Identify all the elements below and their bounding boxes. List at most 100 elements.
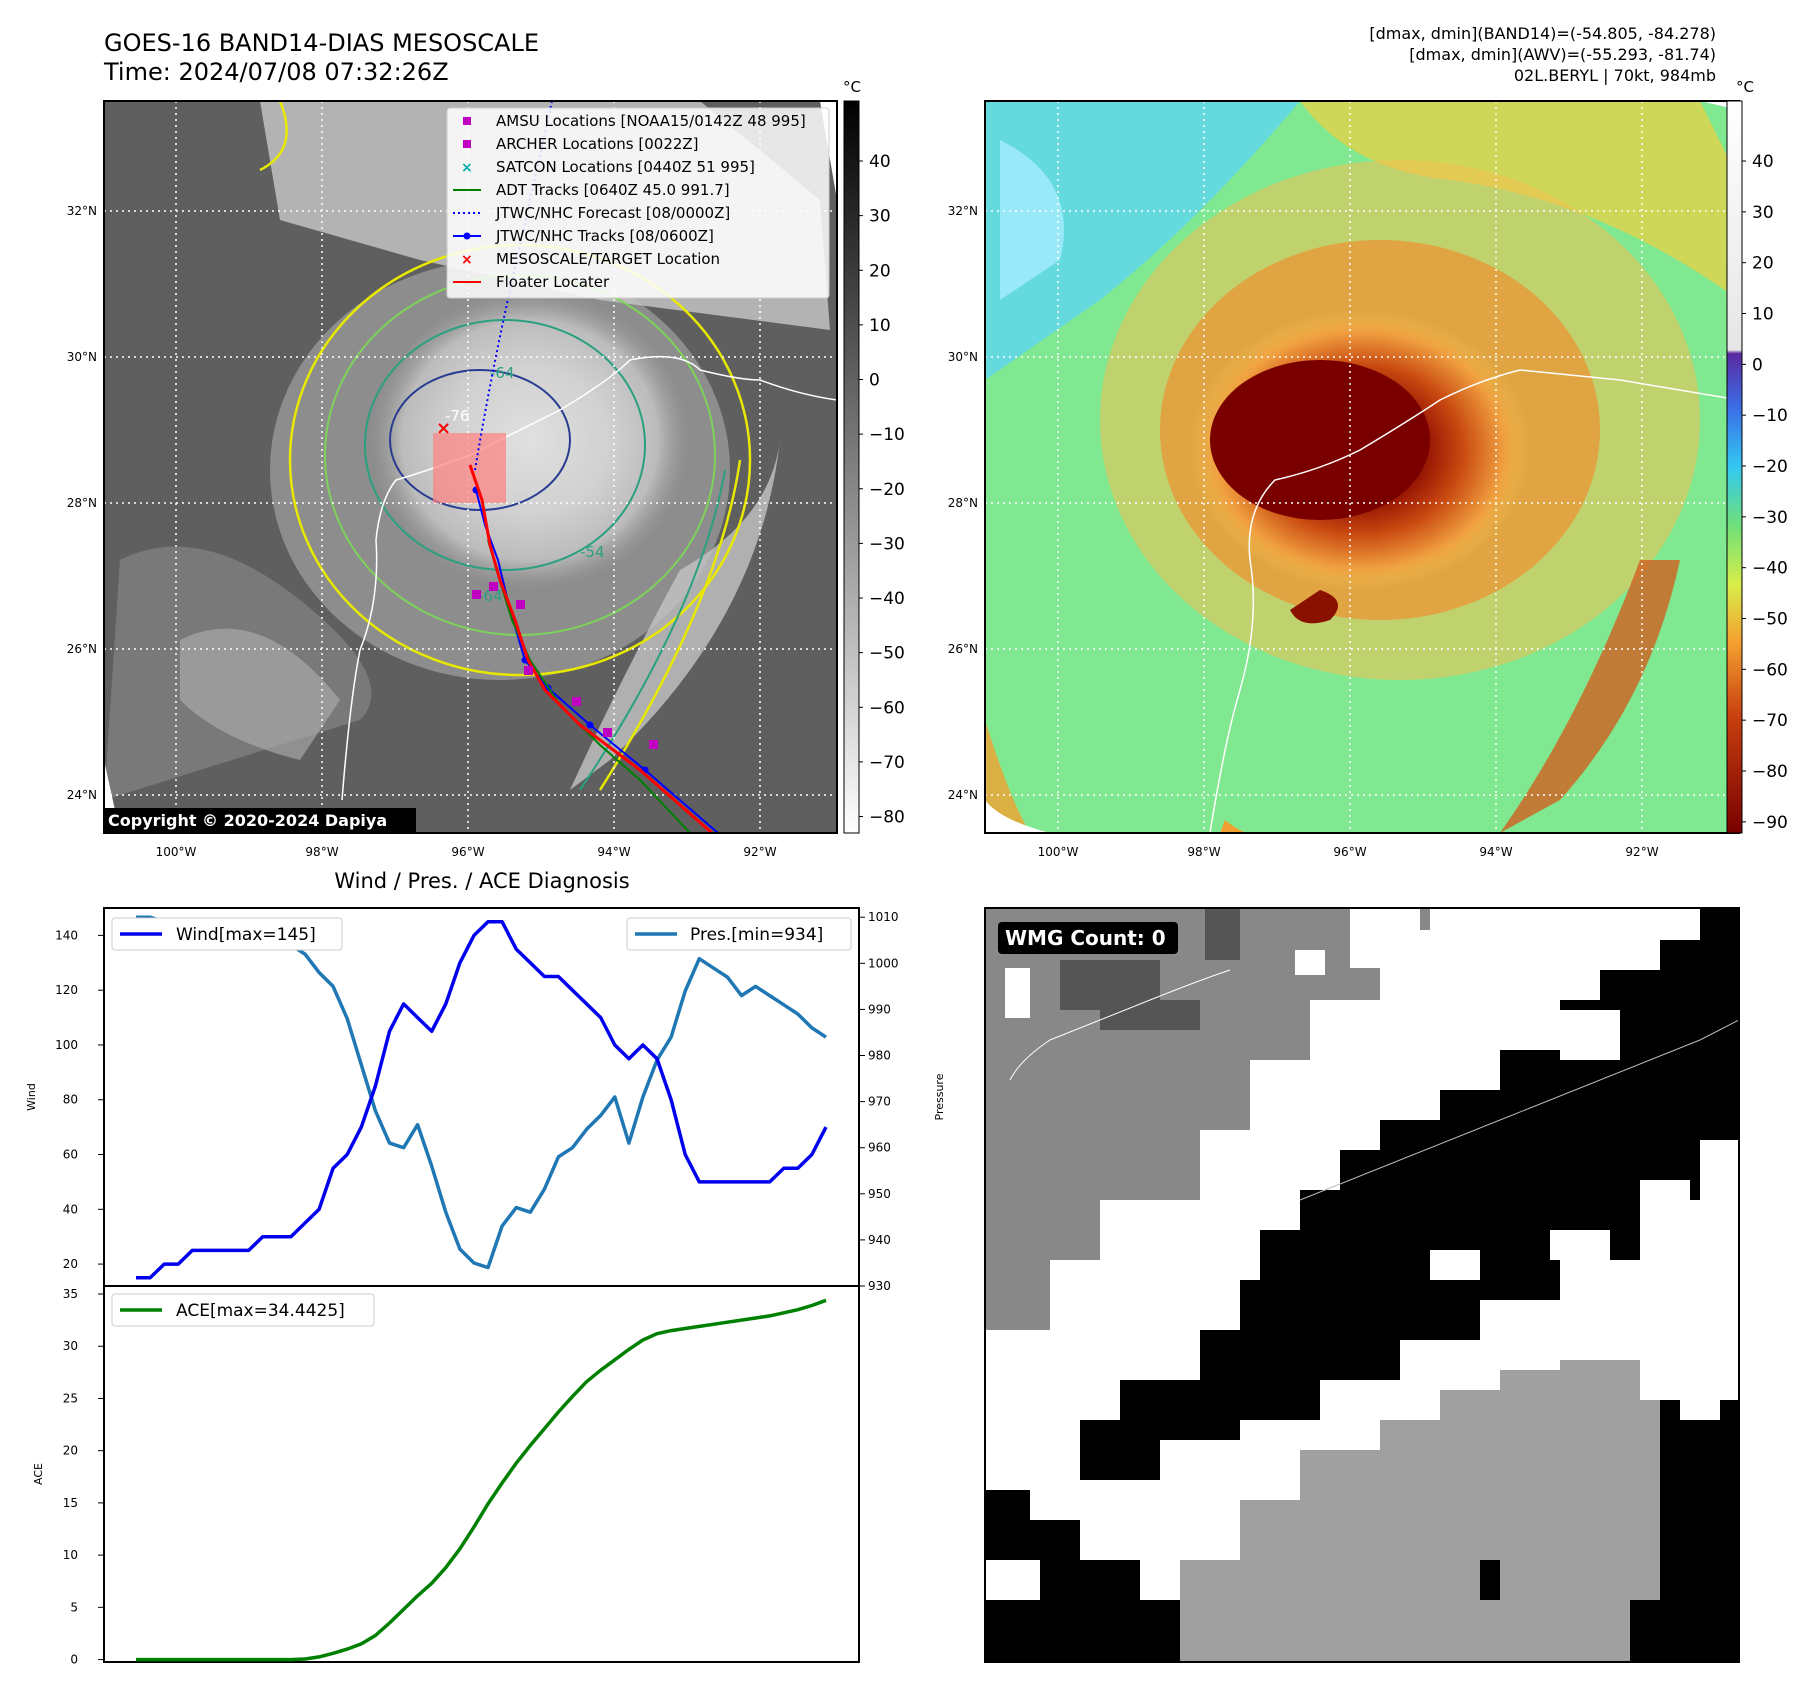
wind-legend: Wind[max=145] [111,917,343,951]
lon-tick: 96°W [451,845,484,859]
colorbar-tick: −70 [869,753,905,773]
colorbar-tick: −80 [869,808,905,828]
awv-colorbar [1726,100,1743,834]
pressure-tick: 1000 [868,956,899,970]
pressure-tick: 990 [868,1002,891,1016]
svg-text:×: × [436,418,451,439]
copyright: Copyright © 2020-2024 Dapiya [108,811,387,830]
pressure-axis-label: Pressure [933,1073,946,1120]
colorbar-tick: −60 [1752,660,1788,680]
ace-tick: 0 [70,1653,78,1667]
ace-tick: 15 [63,1496,78,1510]
band14-colorbar-unit: °C [843,78,861,96]
lon-tick: 100°W [1038,845,1079,859]
map-legend: AMSU Locations [NOAA15/0142Z 48 995] ARC… [446,107,830,299]
pressure-tick: 940 [868,1233,891,1247]
contour-label: -54 [580,543,605,561]
ace-tick: 30 [63,1339,78,1353]
wind-tick: 40 [63,1202,78,1216]
pressure-legend: Pres.[min=934] [626,917,852,951]
colorbar-tick: 40 [1752,152,1774,172]
wmg-count-badge: WMG Count: 0 [1005,926,1166,950]
colorbar-tick: 30 [1752,203,1774,223]
wind-tick: 140 [55,928,78,942]
legend-tracks: JTWC/NHC Tracks [08/0600Z] [495,227,714,245]
ace-legend-label: ACE[max=34.4425] [176,1301,345,1321]
legend-adt: ADT Tracks [0640Z 45.0 991.7] [496,181,730,199]
lon-tick: 96°W [1333,845,1366,859]
colorbar-tick: 10 [1752,305,1774,325]
wind-series-line [136,919,828,1280]
ace-series-line [136,1298,827,1662]
wind-tick: 100 [55,1038,78,1052]
lat-tick: 28°N [948,496,978,510]
legend-forecast: JTWC/NHC Forecast [08/0000Z] [495,204,730,222]
lon-tick: 94°W [597,845,630,859]
lon-tick: 98°W [1187,845,1220,859]
colorbar-tick: −30 [869,534,905,554]
ace-tick: 25 [63,1391,78,1405]
figure-title: GOES-16 BAND14-DIAS MESOSCALE [104,29,539,57]
lat-tick: 28°N [67,496,97,510]
colorbar-tick: −40 [869,589,905,609]
svg-text:×: × [461,252,473,268]
wind-tick: 20 [63,1257,78,1271]
pressure-tick: 1010 [868,910,899,924]
colorbar-tick: −30 [1752,508,1788,528]
pressure-tick: 970 [868,1095,891,1109]
contour-label: -76 [445,407,470,425]
lat-tick: 26°N [948,642,978,656]
ace-legend: ACE[max=34.4425] [111,1293,375,1327]
ace-tick: 10 [63,1548,78,1562]
legend-amsu: AMSU Locations [NOAA15/0142Z 48 995] [496,112,806,130]
info-awv-range: [dmax, dmin](AWV)=(-55.293, -81.74) [1409,45,1716,64]
ace-tick: 35 [63,1287,78,1301]
lon-tick: 92°W [743,845,776,859]
lat-tick: 24°N [67,788,97,802]
ace-axis-label: ACE [32,1463,45,1485]
pressure-tick: 950 [868,1187,891,1201]
wind-tick: 80 [63,1093,78,1107]
colorbar-tick: −80 [1752,762,1788,782]
colorbar-tick: 30 [869,207,891,227]
colorbar-tick: 0 [869,371,880,391]
wind-tick: 60 [63,1148,78,1162]
colorbar-tick: 20 [869,261,891,281]
lat-tick: 32°N [67,204,97,218]
pressure-tick: 960 [868,1141,891,1155]
colorbar-tick: −50 [869,644,905,664]
lat-tick: 32°N [948,204,978,218]
band14-colorbar [843,100,860,834]
ace-tick: 20 [63,1444,78,1458]
contour-label: -64 [490,364,515,382]
lat-tick: 26°N [67,642,97,656]
colorbar-tick: −60 [869,698,905,718]
lon-tick: 94°W [1479,845,1512,859]
wind-axis-label: Wind [25,1083,38,1111]
colorbar-tick: −70 [1752,711,1788,731]
colorbar-tick: −20 [869,480,905,500]
awv-map [985,101,1739,833]
legend-target: MESOSCALE/TARGET Location [496,250,720,268]
wmg-map: WMG Count: 0 [985,908,1739,1662]
pressure-tick: 980 [868,1049,891,1063]
lat-tick: 30°N [67,350,97,364]
legend-floater: Floater Locater [496,273,610,291]
colorbar-tick: 20 [1752,254,1774,274]
colorbar-tick: 0 [1752,355,1763,375]
svg-text:×: × [461,160,473,176]
contour-label: -64 [478,587,503,605]
pressure-legend-label: Pres.[min=934] [690,925,823,945]
wind-legend-label: Wind[max=145] [176,925,316,945]
colorbar-tick: −10 [1752,406,1788,426]
colorbar-tick: −20 [1752,457,1788,477]
colorbar-tick: 10 [869,316,891,336]
ace-tick: 5 [70,1600,78,1614]
awv-colorbar-unit: °C [1736,78,1754,96]
wind-tick: 120 [55,983,78,997]
colorbar-tick: −10 [869,425,905,445]
legend-satcon: SATCON Locations [0440Z 51 995] [496,158,755,176]
lat-tick: 30°N [948,350,978,364]
lon-tick: 92°W [1625,845,1658,859]
lon-tick: 98°W [305,845,338,859]
